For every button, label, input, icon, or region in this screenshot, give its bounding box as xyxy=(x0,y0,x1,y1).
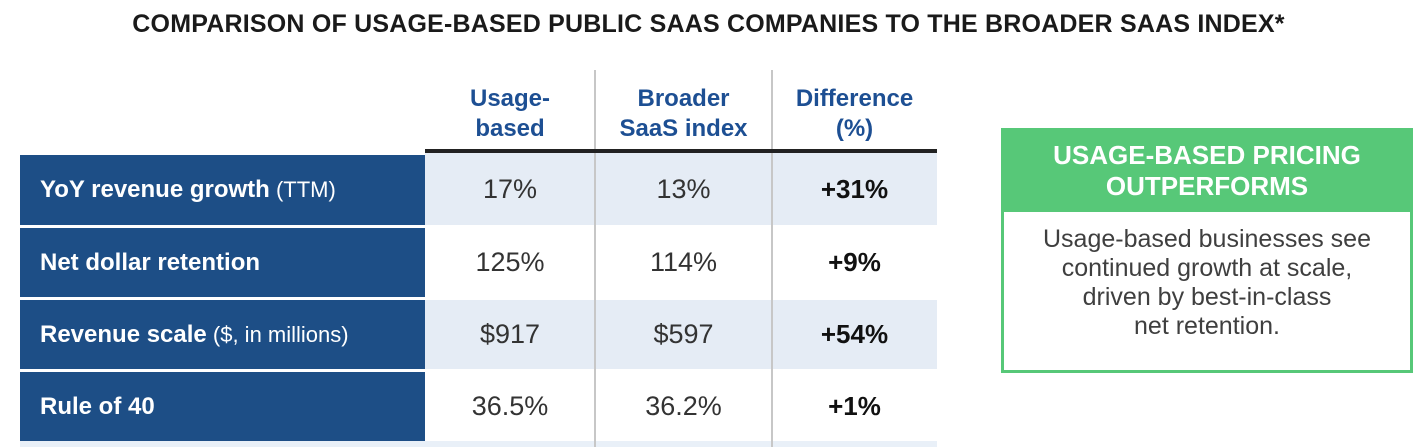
cell-difference: +9% xyxy=(828,247,881,277)
column-divider xyxy=(594,70,596,447)
column-divider xyxy=(771,70,773,447)
column-header-usage-based: Usage- based xyxy=(425,84,595,144)
callout-body-line: Usage-based businesses see xyxy=(1043,225,1371,253)
callout-body: Usage-based businesses see continued gro… xyxy=(1004,212,1410,341)
row-label-bold: Rule of 40 xyxy=(40,392,155,420)
column-header-line: Difference xyxy=(795,85,914,112)
callout-body-line: continued growth at scale, xyxy=(1061,254,1353,282)
callout-body-line: net retention. xyxy=(1134,312,1280,340)
row-label-yoy-revenue-growth: YoY revenue growth (TTM) xyxy=(20,155,425,225)
table-row: 36.5% 36.2% +1% xyxy=(425,372,937,441)
cell-broader-saas: 114% xyxy=(649,247,718,277)
cell-difference: +1% xyxy=(828,391,881,421)
callout-body-line: driven by best-in-class xyxy=(1082,283,1332,311)
column-header-line: Broader xyxy=(637,85,730,112)
column-header-line: Usage- xyxy=(469,85,551,112)
cell-usage-based: 36.5% xyxy=(471,391,549,421)
column-header-broader-saas-index: Broader SaaS index xyxy=(595,84,772,144)
cell-usage-based: $917 xyxy=(479,319,541,349)
column-header-difference: Difference (%) xyxy=(772,84,937,144)
row-label-rule-of-40: Rule of 40 xyxy=(20,372,425,441)
page-title: COMPARISON OF USAGE-BASED PUBLIC SAAS CO… xyxy=(132,10,1285,38)
row-label-net-dollar-retention: Net dollar retention xyxy=(20,228,425,297)
cell-difference: +54% xyxy=(820,319,889,349)
header-rule xyxy=(425,149,937,153)
row-label-normal: (TTM) xyxy=(269,177,336,202)
row-label-bold: YoY revenue growth xyxy=(40,176,270,203)
table-row: 17% 13% +31% xyxy=(425,153,937,225)
table-row: $917 $597 +54% xyxy=(425,300,937,369)
cell-broader-saas: 13% xyxy=(656,173,711,204)
column-header-line: SaaS index xyxy=(619,115,748,142)
cell-broader-saas: 36.2% xyxy=(645,391,722,421)
cell-difference: +31% xyxy=(820,173,889,204)
callout-header-line: USAGE-BASED PRICING xyxy=(1053,140,1361,170)
callout-header: USAGE-BASED PRICING OUTPERFORMS xyxy=(1004,131,1410,212)
row-label-normal: ($, in millions) xyxy=(206,321,349,347)
callout-header-line: OUTPERFORMS xyxy=(1105,171,1309,201)
row-label-revenue-scale: Revenue scale ($, in millions) xyxy=(20,300,425,369)
callout-box: USAGE-BASED PRICING OUTPERFORMS Usage-ba… xyxy=(1001,128,1413,373)
row-label-bold: Net dollar retention xyxy=(40,248,261,276)
cell-usage-based: 125% xyxy=(475,247,545,277)
table-bottom-strip xyxy=(20,441,937,447)
column-header-line: (%) xyxy=(835,115,874,142)
row-label-bold: Revenue scale xyxy=(40,320,207,348)
column-header-line: based xyxy=(475,115,545,142)
table-row: 125% 114% +9% xyxy=(425,228,937,297)
cell-usage-based: 17% xyxy=(482,173,538,204)
cell-broader-saas: $597 xyxy=(653,319,714,349)
